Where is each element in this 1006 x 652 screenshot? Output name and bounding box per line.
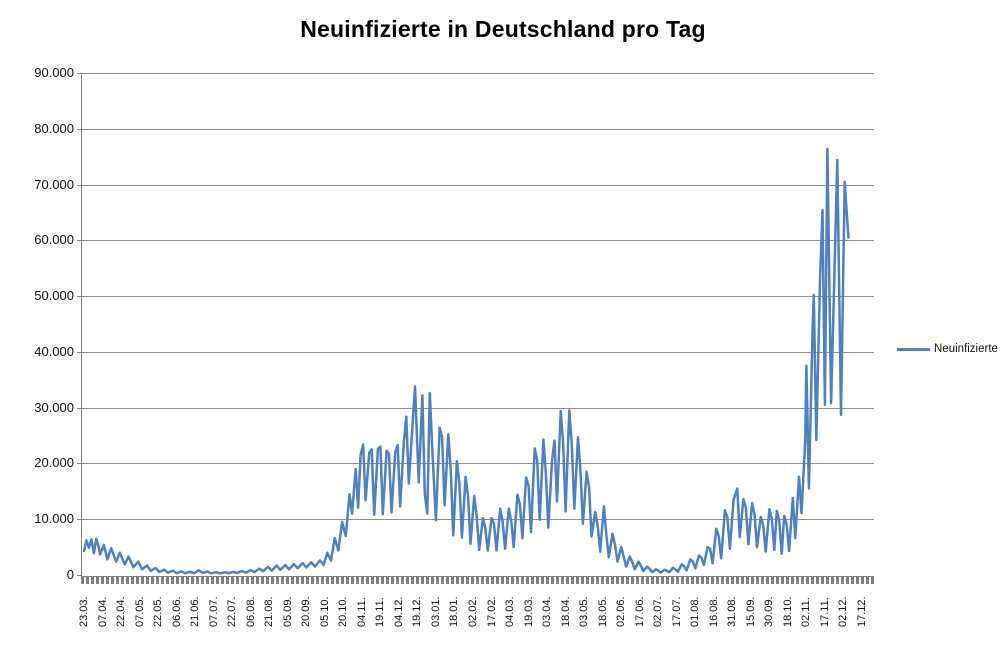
y-axis-tick [77,184,81,186]
x-axis-label: 18.05. [596,596,609,627]
x-axis-label: 18.01. [448,596,461,627]
y-axis-label: 90.000 [34,65,74,80]
x-axis-label: 02.12. [837,596,850,627]
x-axis-label: 17.06. [633,596,646,627]
x-axis-label: 03.01. [429,596,442,627]
gridline [82,351,874,353]
y-axis-tick [77,575,81,576]
x-axis-label: 04.11. [355,597,368,627]
gridline [82,296,874,298]
y-axis-tick [77,73,81,74]
y-axis-label: 40.000 [34,343,74,359]
x-axis-label: 07.04. [96,596,109,627]
x-axis-label: 19.03. [522,596,535,627]
x-axis-label: 20.09. [300,596,313,627]
x-axis-label: 30.09. [763,596,776,627]
y-axis [81,73,82,584]
x-axis-label: 17.02. [485,596,498,627]
gridline [82,407,874,409]
legend: Neuinfizierte [897,341,1005,357]
x-axis-label: 06.06. [170,596,183,627]
y-axis-label: 30.000 [34,399,74,415]
x-axis-label: 17.11. [818,597,831,627]
x-axis-label: 03.04. [541,596,554,627]
y-axis-tick [77,240,81,242]
chart-title: Neuinfizierte in Deutschland pro Tag [300,16,706,42]
x-axis-label: 22.05. [152,596,165,627]
legend-line-marker [897,348,930,351]
x-axis-label: 02.11. [800,597,813,627]
gridline [82,73,874,74]
x-axis-label: 04.03. [504,596,517,627]
x-axis-label: 31.08. [726,596,739,627]
x-axis-label: 19.11. [374,597,387,627]
x-axis-label: 15.09. [744,596,757,627]
y-axis-tick [77,519,81,521]
x-axis-label: 22.07. [226,596,239,627]
x-axis-label: 17.07. [670,596,683,627]
x-axis-label: 07.07. [207,596,220,627]
y-axis-label: 10.000 [34,511,74,527]
x-axis-label: 04.12. [392,596,405,627]
x-axis-label: 06.08. [244,596,257,627]
y-axis-tick [77,128,81,130]
x-axis-label: 18.10. [781,596,794,627]
x-axis-label: 01.08. [689,596,702,627]
x-axis-label: 18.04. [559,596,572,627]
gridline [82,240,874,242]
x-axis-label: 19.12. [411,596,424,627]
x-axis-label: 02.07. [652,596,665,627]
series-line-neuinfizierte [82,147,850,575]
x-axis-label: 21.06. [189,596,202,627]
x-axis-label: 03.05. [578,596,591,627]
x-axis-label: 22.04. [115,596,128,627]
x-axis-label: 16.08. [707,596,720,627]
x-axis-label: 20.10. [337,596,350,627]
y-axis-label: 50.000 [34,288,74,304]
plot-area [81,73,874,575]
x-axis-label: 02.06. [615,596,628,627]
x-axis-label: 02.02. [466,596,479,627]
y-axis-tick [77,463,81,465]
y-axis-label: 0 [66,567,74,582]
x-axis-label: 21.08. [263,596,276,627]
x-axis-label: 05.09. [281,596,294,627]
x-axis-label: 17.12. [855,596,868,627]
x-axis-label: 23.03. [78,596,90,627]
y-axis-tick [77,351,81,353]
gridline [82,184,874,186]
legend-label: Neuinfizierte [934,343,998,355]
x-axis-tick-strip [81,576,874,584]
y-axis-label: 20.000 [34,455,74,471]
y-axis-label: 60.000 [34,232,74,248]
series-path-neuinfizierte [82,147,850,575]
y-axis-tick [77,407,81,409]
x-axis-label: 05.10. [318,596,331,627]
gridline [82,128,874,130]
x-axis-label: 07.05. [133,596,146,627]
y-axis-label: 70.000 [34,176,74,192]
y-axis-label: 80.000 [34,120,74,136]
y-axis-tick [77,296,81,298]
gridline [82,463,874,465]
